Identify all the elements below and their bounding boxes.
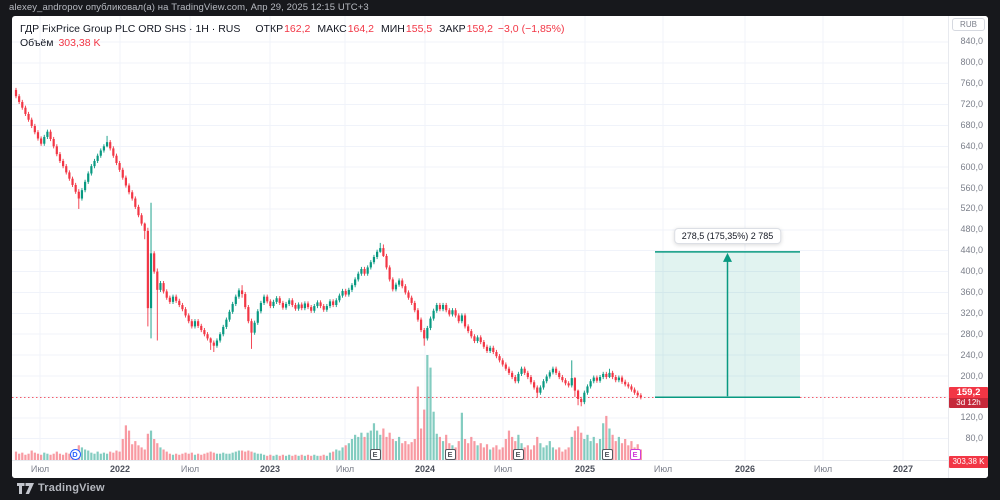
volume-label: Объём <box>20 37 54 49</box>
volume-value: 303,38 K <box>58 37 101 49</box>
time-label-month: Июл <box>813 464 833 474</box>
price-tick: 360,0 <box>960 286 983 297</box>
price-tick: 480,0 <box>960 224 983 235</box>
dividend-marker[interactable]: D <box>69 449 81 460</box>
earnings-marker[interactable]: E <box>512 449 524 460</box>
earnings-marker[interactable]: E <box>369 449 381 460</box>
price-tick: 760,0 <box>960 78 983 89</box>
currency-badge[interactable]: RUB <box>952 18 985 31</box>
chart-panel: ГДР FixPrice Group PLC ORD SHS · 1H · RU… <box>12 16 988 478</box>
price-tick: 200,0 <box>960 370 983 381</box>
price-tick: 720,0 <box>960 99 983 110</box>
chart-legend: ГДР FixPrice Group PLC ORD SHS · 1H · RU… <box>20 22 564 50</box>
price-tick: 280,0 <box>960 328 983 339</box>
attribution-text: alexey_andropov опубликовал(а) на Tradin… <box>9 2 369 13</box>
price-tick: 560,0 <box>960 182 983 193</box>
tradingview-brand-link[interactable]: TradingView <box>17 482 105 494</box>
high-value: 164,2 <box>347 23 374 35</box>
attribution-bar: alexey_andropov опубликовал(а) на Tradin… <box>0 0 1000 16</box>
measure-tooltip-text: 278,5 (175,35%) 2 785 <box>681 230 774 241</box>
low-label: МИН <box>381 23 405 35</box>
price-tick: 840,0 <box>960 36 983 47</box>
open-label: ОТКР <box>255 23 284 35</box>
price-tick: 320,0 <box>960 307 983 318</box>
price-tick: 600,0 <box>960 161 983 172</box>
high-label: МАКС <box>317 23 347 35</box>
price-tick: 440,0 <box>960 245 983 256</box>
price-axis[interactable]: RUB 840,0 800,0 760,0 720,0 680,0 640,0 600,0 5… <box>948 16 988 478</box>
earnings-marker[interactable]: E <box>444 449 456 460</box>
time-label-year: 2027 <box>892 464 914 474</box>
legend-symbol-row[interactable]: ГДР FixPrice Group PLC ORD SHS · 1H · RU… <box>20 22 564 36</box>
earnings-marker[interactable]: E <box>629 449 641 460</box>
change-value: −3,0 (−1,85%) <box>497 23 565 35</box>
symbol-title[interactable]: ГДР FixPrice Group PLC ORD SHS · 1H · RU… <box>20 23 241 35</box>
price-tick: 520,0 <box>960 203 983 214</box>
time-label-year: 2023 <box>259 464 281 474</box>
price-tick: 80,0 <box>965 433 983 444</box>
open-value: 162,2 <box>284 23 311 35</box>
time-label-month: Июл <box>335 464 355 474</box>
price-tick: 680,0 <box>960 119 983 130</box>
volume-axis-label: 303,38 K <box>949 456 988 468</box>
earnings-marker[interactable]: E <box>601 449 613 460</box>
last-price-label: 159,2 3d 12h <box>949 386 988 408</box>
tradingview-logo-icon <box>17 482 34 494</box>
close-value: 159,2 <box>466 23 493 35</box>
bar-countdown: 3d 12h <box>949 397 988 408</box>
legend-volume-row[interactable]: Объём 303,38 K <box>20 36 564 50</box>
time-label-year: 2022 <box>109 464 131 474</box>
time-label-month: Июл <box>180 464 200 474</box>
time-label-year: 2024 <box>414 464 436 474</box>
footer-bar: TradingView <box>0 478 1000 500</box>
price-tick: 640,0 <box>960 140 983 151</box>
low-value: 155,5 <box>405 23 433 35</box>
measure-tooltip: 278,5 (175,35%) 2 785 <box>673 227 782 244</box>
price-tick: 400,0 <box>960 266 983 277</box>
time-label-year: 2026 <box>734 464 756 474</box>
close-label: ЗАКР <box>439 23 466 35</box>
price-tick: 800,0 <box>960 57 983 68</box>
price-chart[interactable] <box>12 16 948 478</box>
time-label-month: Июл <box>30 464 50 474</box>
price-tick: 240,0 <box>960 349 983 360</box>
last-price-value: 159,2 <box>949 386 988 398</box>
time-label-year: 2025 <box>574 464 596 474</box>
brand-name: TradingView <box>38 482 105 494</box>
time-label-month: Июл <box>653 464 673 474</box>
time-axis[interactable]: Июл 2022 Июл 2023 Июл 2024 Июл 2025 Июл 2026 Июл 20… <box>12 460 948 478</box>
time-label-month: Июл <box>493 464 513 474</box>
price-tick: 120,0 <box>960 412 983 423</box>
